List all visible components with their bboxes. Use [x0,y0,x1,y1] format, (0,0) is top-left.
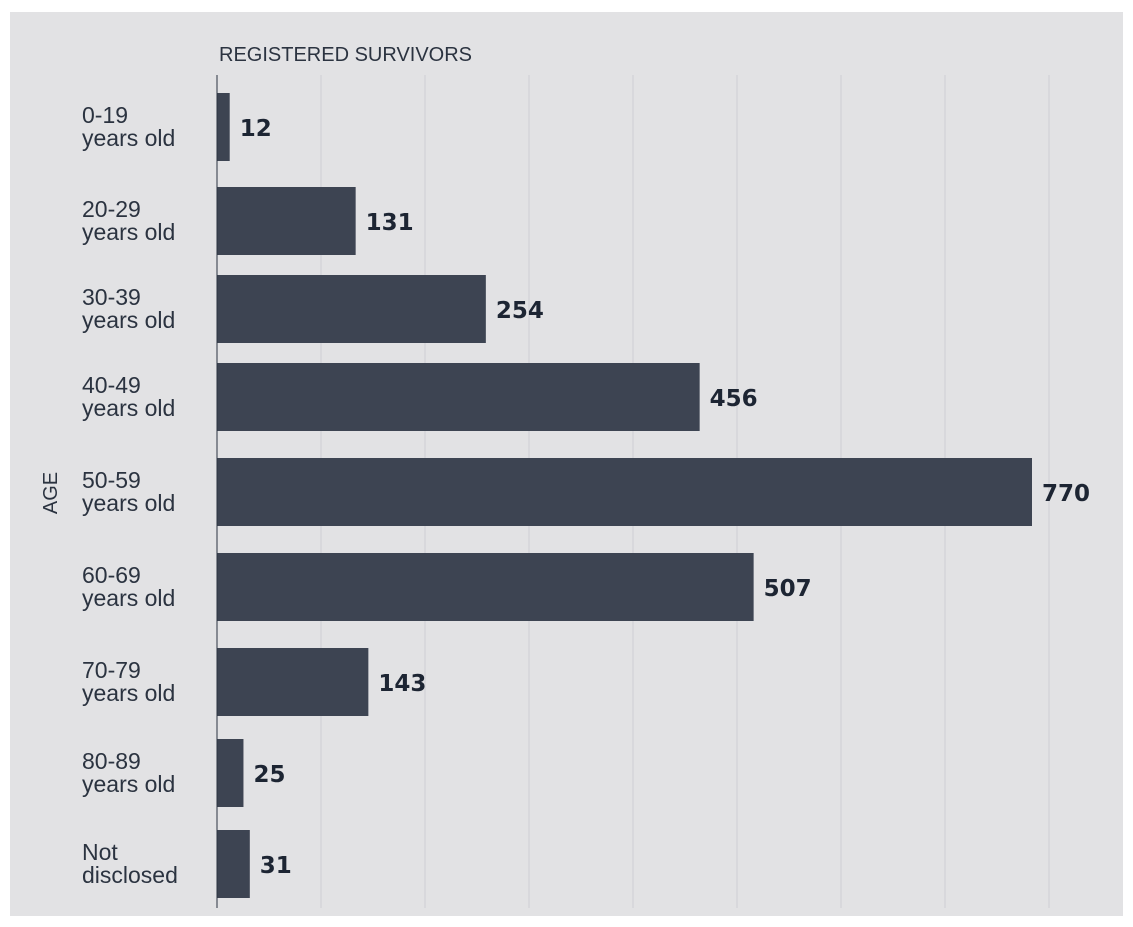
category-label: 20-29 years old [82,196,175,245]
category-label: 0-19 years old [82,102,175,151]
value-labels: 12 131 254 456 770 507 143 25 31 [240,116,1090,879]
value-label: 254 [496,298,544,324]
bar [217,363,700,431]
bar [217,187,356,255]
category-labels: 0-19 years old 20-29 years old 30-39 years ol… [82,102,178,888]
bar [217,830,250,898]
value-label: 770 [1042,481,1090,507]
category-label: 80-89 years old [82,748,175,797]
bar [217,739,244,807]
bar [217,648,369,716]
bars [217,93,1032,898]
value-label: 31 [260,853,292,879]
category-label: 70-79 years old [82,657,175,706]
value-label: 507 [764,576,812,602]
bar [217,93,230,161]
value-label: 12 [240,116,272,142]
category-label: 50-59 years old [82,467,175,516]
bar [217,275,486,343]
bar [217,458,1032,526]
x-axis-title: REGISTERED SURVIVORS [219,44,472,66]
category-label: 60-69 years old [82,562,175,611]
y-axis-title: AGE [40,472,62,514]
category-label: 30-39 years old [82,284,175,333]
value-label: 143 [378,671,426,697]
value-label: 131 [366,210,414,236]
category-label: 40-49 years old [82,372,175,421]
category-label: Not disclosed [82,839,178,888]
value-label: 25 [253,762,285,788]
value-label: 456 [710,386,758,412]
bar [217,553,754,621]
